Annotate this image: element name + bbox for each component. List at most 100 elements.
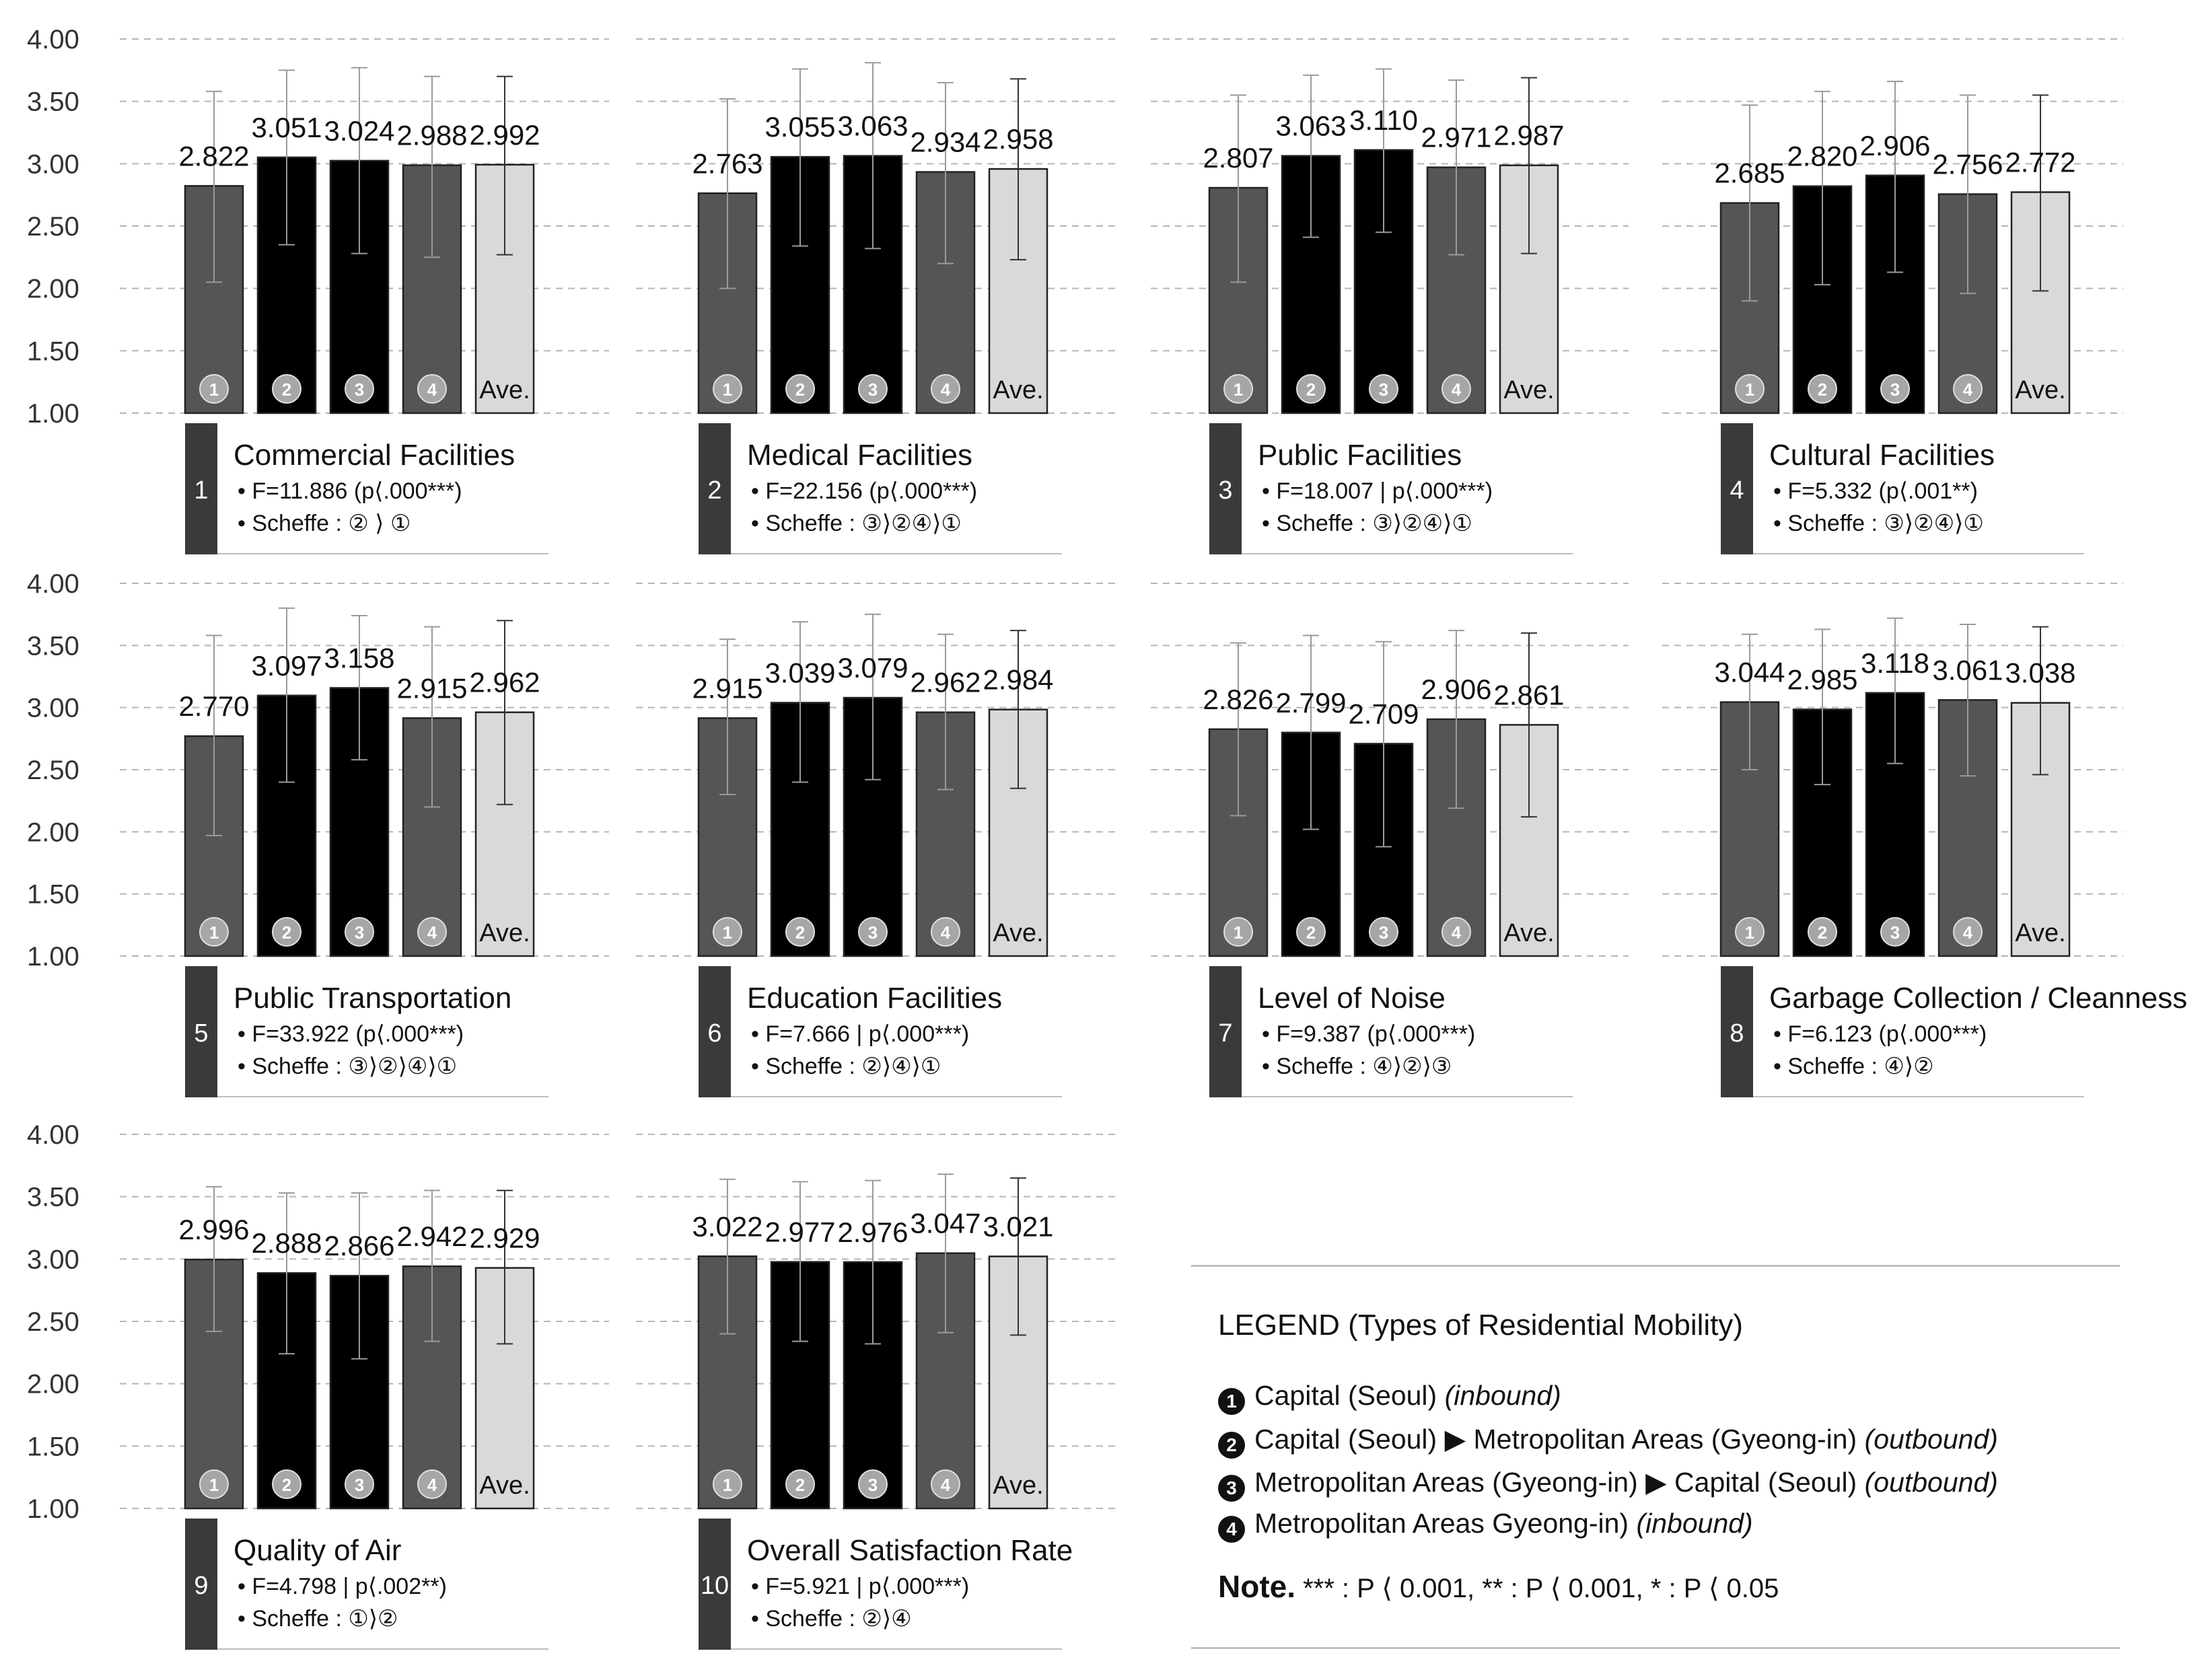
- category-marker: [931, 1469, 960, 1499]
- category-marker-label: 3: [1890, 379, 1900, 400]
- legend-note: Note. *** : P ⟨ 0.001, ** : P ⟨ 0.001, *…: [1218, 1568, 1779, 1605]
- data-label: 2.915: [396, 672, 467, 704]
- y-tick-label: 1.50: [27, 880, 79, 910]
- category-label-ave: Ave.: [1503, 376, 1554, 404]
- panel-title: Garbage Collection / Cleanness: [1769, 982, 2187, 1015]
- category-marker: [785, 1469, 815, 1499]
- panel-scheffe: • Scheffe : ② ⟩ ①: [238, 511, 411, 536]
- y-tick-label: 2.50: [27, 756, 79, 785]
- panel-number-box: [1721, 423, 1753, 554]
- category-marker: [199, 1469, 229, 1499]
- panel-scheffe: • Scheffe : ③⟩②④⟩①: [751, 511, 962, 536]
- data-label: 3.061: [1932, 654, 2003, 686]
- panel-stat: • F=22.156 (p⟨.000***): [751, 478, 977, 504]
- category-marker-label: 3: [1890, 922, 1900, 943]
- panel-number-box: [699, 1519, 731, 1650]
- category-marker-label: 2: [1306, 379, 1316, 400]
- category-marker: [417, 1469, 447, 1499]
- category-marker-label: 1: [209, 1475, 219, 1495]
- data-label: 2.807: [1203, 142, 1273, 174]
- data-label: 2.888: [251, 1227, 322, 1259]
- data-label: 2.962: [469, 667, 540, 698]
- category-marker: [1953, 374, 1983, 404]
- category-marker: [858, 1469, 888, 1499]
- category-label-ave: Ave.: [1503, 919, 1554, 947]
- legend-item-2: 2 Capital (Seoul) ▶ Metropolitan Areas (G…: [1218, 1423, 1998, 1459]
- panel-title: Education Facilities: [747, 982, 1002, 1015]
- data-label: 2.962: [910, 667, 981, 698]
- legend-box: LEGEND (Types of Residential Mobility) 1…: [1191, 1265, 2120, 1649]
- category-marker: [272, 374, 301, 404]
- data-label: 3.051: [251, 112, 322, 143]
- panel-stat: • F=18.007 | p⟨.000***): [1262, 478, 1493, 504]
- legend-item-text: Metropolitan Areas (Gyeong-in) ▶ Capital…: [1254, 1467, 1865, 1498]
- category-marker-label: 1: [209, 379, 219, 400]
- panel-number: 8: [1730, 1019, 1744, 1048]
- category-label-ave: Ave.: [993, 1471, 1043, 1500]
- data-label: 2.992: [469, 119, 540, 151]
- panel-title: Commercial Facilities: [234, 439, 515, 472]
- panel-number-box: [185, 966, 217, 1097]
- data-label: 2.763: [692, 147, 762, 179]
- category-marker-label: 3: [1379, 922, 1388, 943]
- category-marker: [199, 917, 229, 947]
- y-tick-label: 2.50: [27, 212, 79, 242]
- legend-item-tag: (inbound): [1444, 1380, 1561, 1411]
- data-label: 3.021: [983, 1210, 1053, 1242]
- category-marker-label: 2: [282, 379, 291, 400]
- data-label: 3.079: [837, 652, 908, 684]
- panel-number-box: [699, 423, 731, 554]
- category-marker-label: 2: [795, 922, 805, 943]
- category-marker: [345, 917, 374, 947]
- data-label: 2.915: [692, 672, 762, 704]
- category-marker-label: 3: [355, 1475, 364, 1495]
- panel-scheffe: • Scheffe : ③⟩②④⟩①: [1773, 511, 1984, 536]
- data-label: 2.942: [396, 1220, 467, 1252]
- y-tick-label: 2.00: [27, 275, 79, 304]
- category-marker: [1369, 917, 1398, 947]
- category-label-ave: Ave.: [993, 376, 1043, 404]
- panel-stat: • F=4.798 | p⟨.002**): [238, 1574, 447, 1599]
- y-tick-label: 4.00: [27, 25, 79, 54]
- data-label: 3.044: [1714, 657, 1785, 688]
- category-marker-label: 4: [427, 1475, 437, 1495]
- data-label: 2.934: [910, 126, 981, 158]
- category-marker: [1441, 374, 1471, 404]
- category-marker-label: 1: [723, 379, 732, 400]
- y-tick-label: 3.00: [27, 1245, 79, 1274]
- category-marker: [785, 917, 815, 947]
- bar: [474, 163, 535, 414]
- category-marker-label: 3: [355, 922, 364, 943]
- data-label: 2.820: [1787, 141, 1857, 172]
- category-marker-label: 1: [209, 922, 219, 943]
- category-marker: [1223, 374, 1253, 404]
- category-marker: [1296, 917, 1326, 947]
- legend-item-text: Metropolitan Areas Gyeong-in): [1254, 1508, 1637, 1539]
- data-label: 2.958: [983, 123, 1053, 155]
- legend-number-badge: 1: [1218, 1388, 1245, 1415]
- data-label: 2.799: [1275, 687, 1346, 719]
- data-label: 2.906: [1421, 673, 1491, 705]
- panel-stat: • F=7.666 | p⟨.000***): [751, 1021, 969, 1047]
- panel-number: 9: [194, 1572, 208, 1600]
- y-tick-label: 3.00: [27, 149, 79, 179]
- category-label-ave: Ave.: [2015, 919, 2065, 947]
- category-label-ave: Ave.: [993, 919, 1043, 947]
- bar: [988, 1255, 1048, 1510]
- category-marker-label: 1: [723, 1475, 732, 1495]
- category-marker: [1880, 917, 1910, 947]
- data-label: 2.709: [1348, 698, 1419, 729]
- y-tick-label: 4.00: [27, 569, 79, 599]
- category-marker: [713, 917, 742, 947]
- panel-stat: • F=33.922 (p⟨.000***): [238, 1021, 464, 1047]
- data-label: 2.822: [178, 140, 249, 172]
- category-marker: [931, 374, 960, 404]
- y-tick-label: 2.00: [27, 817, 79, 847]
- y-tick-label: 1.00: [27, 399, 79, 429]
- data-label: 2.987: [1493, 120, 1564, 151]
- panel-stat: • F=5.332 (p⟨.001**): [1773, 478, 1978, 504]
- category-marker-label: 3: [1379, 379, 1388, 400]
- panel-scheffe: • Scheffe : ③⟩②④⟩①: [1262, 511, 1472, 536]
- category-marker-label: 2: [795, 379, 805, 400]
- category-marker: [1296, 374, 1326, 404]
